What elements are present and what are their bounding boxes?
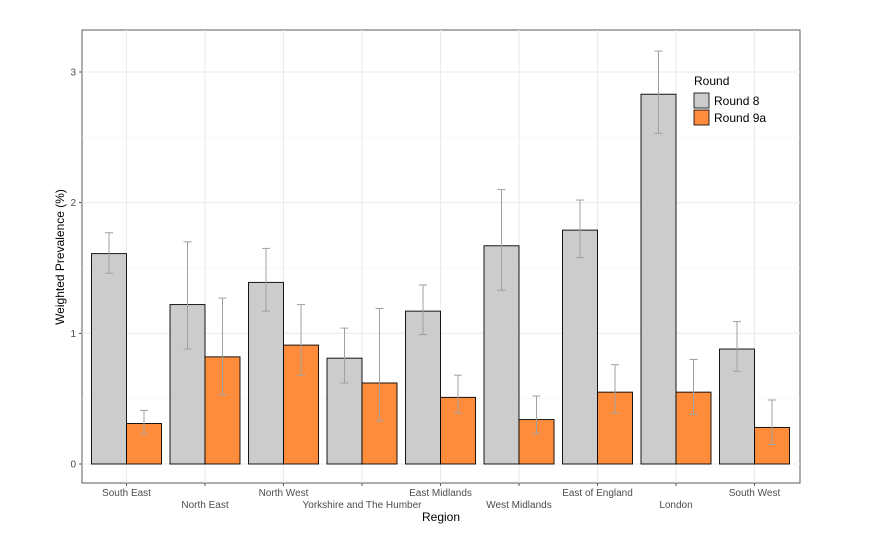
x-tick-label: South West: [729, 488, 781, 499]
x-tick-label: London: [659, 500, 692, 511]
y-tick-label: 2: [70, 198, 76, 209]
error-bars: [105, 50, 776, 445]
legend-label-round-8: Round 8: [714, 94, 760, 108]
bar-round-8: [91, 253, 127, 465]
bars: [91, 93, 790, 465]
x-tick-label: South East: [102, 488, 151, 499]
y-tick-label: 0: [70, 460, 76, 471]
bar-round-8: [640, 93, 677, 465]
x-tick-label: East of England: [562, 488, 633, 499]
legend: Round Round 8 Round 9a: [693, 74, 766, 126]
x-tick-label: West Midlands: [486, 500, 551, 511]
y-axis-ticks: 0 1 2 3: [70, 68, 82, 471]
bar-round-8: [405, 310, 441, 465]
x-axis-ticks: South East North East North WestYorkshire …: [102, 483, 780, 511]
bar-round-8: [562, 229, 598, 465]
y-tick-label: 1: [70, 329, 76, 340]
x-tick-label: Yorkshire and The Humber: [303, 500, 423, 511]
x-tick-label: North East: [181, 500, 228, 511]
legend-label-round-9a: Round 9a: [714, 111, 766, 125]
y-axis-title: Weighted Prevalence (%): [53, 189, 67, 325]
legend-swatch-round-9a: [693, 109, 710, 126]
y-tick-label: 3: [70, 68, 76, 79]
x-axis-title: Region: [422, 510, 460, 524]
legend-swatch-round-8: [693, 92, 710, 109]
bar-round-9a: [126, 423, 162, 465]
x-tick-label: North West: [259, 488, 309, 499]
legend-title: Round: [694, 74, 729, 88]
bar-round-8: [248, 281, 284, 465]
x-tick-label: East Midlands: [409, 488, 472, 499]
